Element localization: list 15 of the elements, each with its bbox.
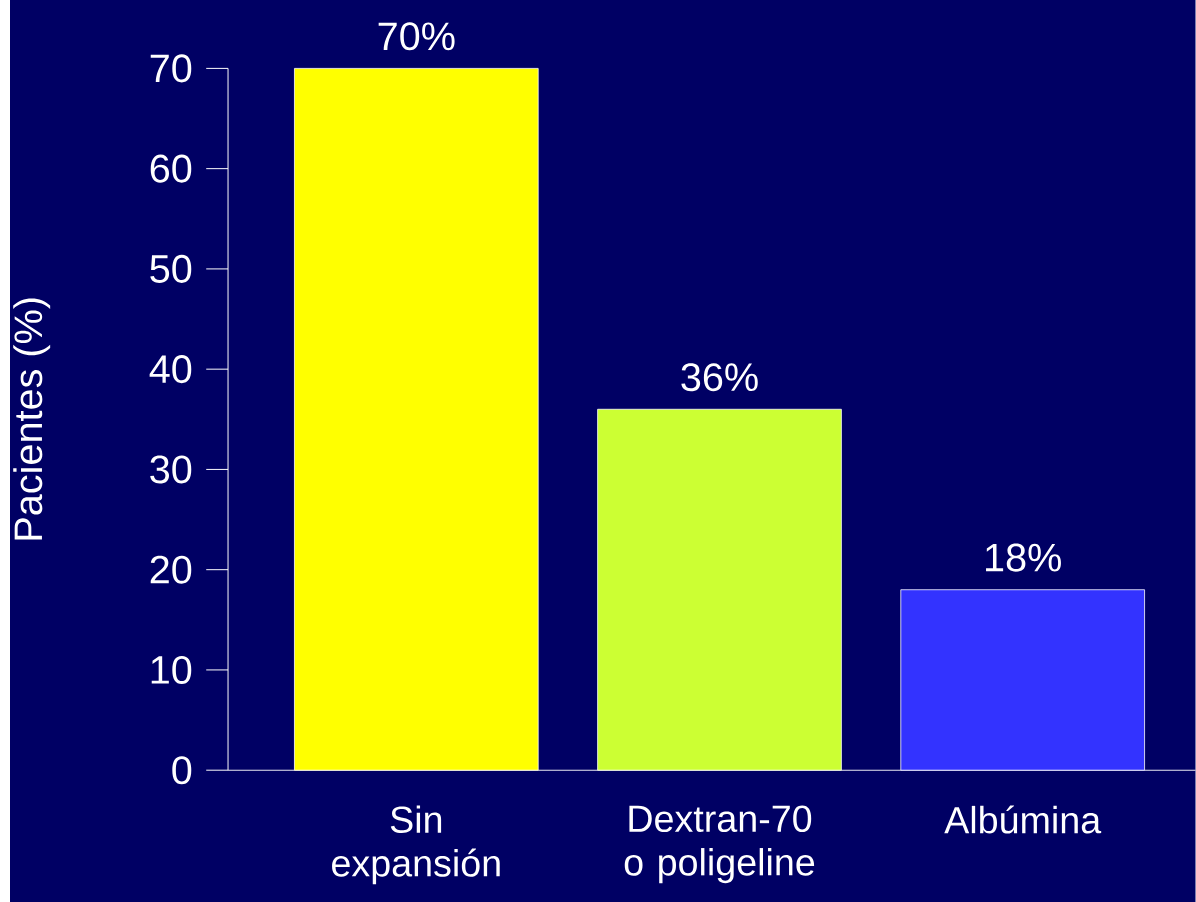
data-label: 70% [378, 22, 455, 51]
data-label: 36% [681, 363, 758, 392]
x-tick-label: Sin expansión [332, 805, 500, 885]
y-tick-label: 70 [150, 54, 192, 83]
y-tick-label: 10 [151, 655, 192, 684]
y-tick-label: 20 [150, 555, 192, 584]
y-tick-label: 0 [172, 756, 192, 785]
y-tick-label: 30 [150, 455, 192, 484]
y-tick-label: 50 [150, 254, 192, 283]
x-tick-label: Dextran-70 o poligeline [624, 805, 815, 884]
y-axis-title: Pacientes (%) [13, 298, 51, 540]
x-tick-label: Albúmina [944, 805, 1102, 834]
data-label: 18% [986, 543, 1061, 572]
y-tick-label: 60 [150, 154, 192, 183]
y-tick-label: 40 [149, 355, 192, 384]
